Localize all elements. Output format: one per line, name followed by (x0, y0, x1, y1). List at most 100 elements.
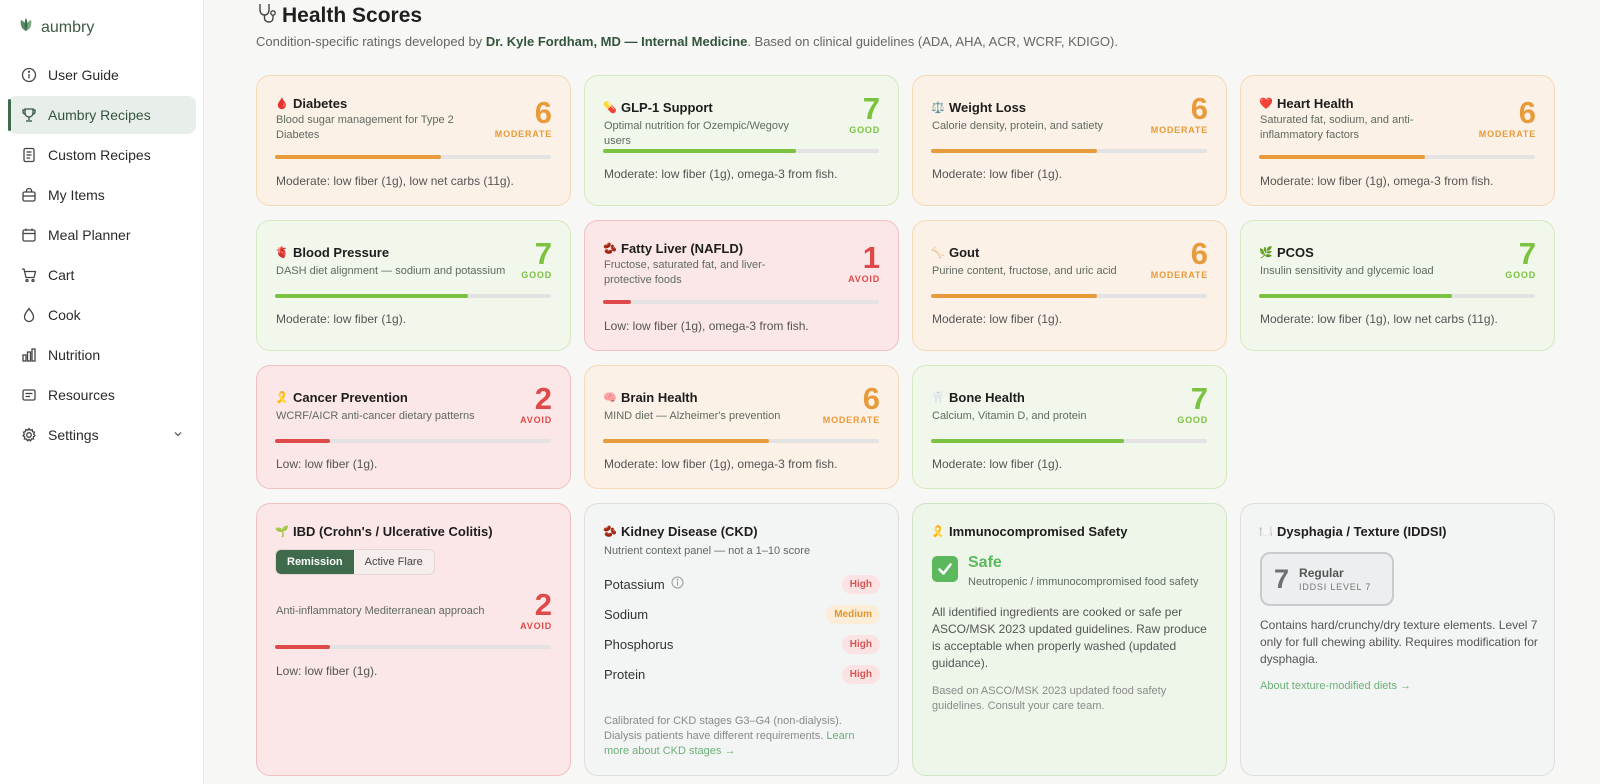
score-bar-fill (603, 439, 769, 443)
score-rating: GOOD (849, 125, 880, 135)
score-card-ibd[interactable]: 🌱 IBD (Crohn's / Ulcerative Colitis) Remi… (256, 503, 571, 776)
sidebar-item-label: Aumbry Recipes (48, 107, 151, 123)
score-card-heart-health[interactable]: ❤️ Heart Health Saturated fat, sodium, an… (1240, 75, 1555, 206)
card-description: Calorie density, protein, and satiety (932, 120, 1103, 132)
score-bar-fill (931, 294, 1097, 298)
score-rating: MODERATE (822, 415, 880, 425)
card-title: 🧠 Brain Health (603, 390, 698, 405)
score-bar (275, 645, 551, 649)
score-value: 6 MODERATE (810, 383, 880, 426)
score-rating: AVOID (520, 621, 552, 631)
page-subtitle: Condition-specific ratings developed by … (256, 34, 1118, 49)
score-bar-fill (275, 439, 331, 443)
score-number: 2 (534, 381, 552, 416)
subtitle-author: Dr. Kyle Fordham, MD — Internal Medicine (485, 34, 748, 49)
page-title-text: Health Scores (282, 4, 423, 27)
chevron-down-icon[interactable] (172, 427, 184, 443)
card-title-text: PCOS (1277, 245, 1314, 260)
card-description: Nutrient context panel — not a 1–10 scor… (604, 545, 811, 557)
score-card-blood-pressure[interactable]: 🫀 Blood Pressure DASH diet alignment — so… (256, 220, 571, 351)
card-description: Insulin sensitivity and glycemic load (1260, 265, 1434, 277)
card-title-text: Kidney Disease (CKD) (621, 524, 758, 539)
card-description: MIND diet — Alzheimer's prevention (604, 410, 781, 422)
blood-drop-icon: 🩸 (275, 98, 289, 110)
score-rating: GOOD (1177, 415, 1208, 425)
sidebar-item-meal-planner[interactable]: Meal Planner (8, 216, 196, 254)
toggle-active-flare[interactable]: Active Flare (364, 556, 423, 568)
sidebar: aumbry User Guide Aumbry Recipes Custom … (0, 0, 204, 784)
brand[interactable]: aumbry (18, 17, 94, 38)
sidebar-item-cart[interactable]: Cart (8, 256, 196, 294)
score-bar (275, 294, 551, 298)
card-note: Moderate: low fiber (1g), omega-3 from f… (604, 457, 838, 471)
score-bar (603, 439, 879, 443)
page-title: Health Scores (256, 2, 422, 30)
card-title-text: Fatty Liver (NAFLD) (621, 241, 744, 256)
score-card-bone-health[interactable]: 🦷 Bone Health Calcium, Vitamin D, and pro… (912, 365, 1227, 489)
card-note: Low: low fiber (1g), omega-3 from fish. (604, 319, 809, 333)
ckd-row-protein: Protein High (604, 664, 880, 684)
heart-organ-icon: 🫀 (275, 247, 289, 259)
score-card-gout[interactable]: 🦴 Gout Purine content, fructose, and uric… (912, 220, 1227, 351)
score-card-diabetes[interactable]: 🩸 Diabetes Blood sugar management for Typ… (256, 75, 571, 206)
card-title-text: Dysphagia / Texture (IDDSI) (1277, 524, 1447, 539)
score-number: 6 (534, 95, 552, 130)
sprout-icon: 🌱 (275, 526, 289, 538)
card-title: 🦴 Gout (931, 245, 979, 260)
sidebar-item-aumbry-recipes[interactable]: Aumbry Recipes (8, 96, 196, 134)
texture-diets-link[interactable]: About texture-modified diets → (1260, 680, 1412, 692)
toggle-remission[interactable]: Remission (276, 550, 354, 574)
score-card-glp1[interactable]: 💊 GLP-1 Support Optimal nutrition for Oze… (584, 75, 899, 206)
card-note: Moderate: low fiber (1g). (932, 167, 1063, 181)
sidebar-item-resources[interactable]: Resources (8, 376, 196, 414)
nutrient-name: Phosphorus (604, 636, 674, 652)
score-bar-fill (1259, 294, 1453, 298)
score-card-cancer-prevention[interactable]: 🎗️ Cancer Prevention WCRF/AICR anti-cance… (256, 365, 571, 489)
pill-icon: 💊 (603, 102, 617, 114)
card-title-text: Diabetes (293, 96, 348, 111)
score-value: 7 GOOD (1466, 238, 1536, 281)
score-rating: AVOID (848, 274, 880, 284)
dysphagia-panel: 🍽️ Dysphagia / Texture (IDDSI) 7 Regular … (1240, 503, 1555, 776)
score-rating: MODERATE (1150, 125, 1208, 135)
card-title-text: Blood Pressure (293, 245, 390, 260)
card-note: Moderate: low fiber (1g), omega-3 from f… (1260, 174, 1494, 188)
card-note: Moderate: low fiber (1g). (932, 457, 1063, 471)
card-description: Purine content, fructose, and uric acid (932, 265, 1117, 277)
card-title-text: GLP-1 Support (621, 100, 713, 115)
sidebar-item-user-guide[interactable]: User Guide (8, 56, 196, 94)
info-icon[interactable] (671, 576, 684, 592)
immunocompromised-panel: 🎗️ Immunocompromised Safety Safe Neutrope… (912, 503, 1227, 776)
score-rating: MODERATE (1150, 270, 1208, 280)
sidebar-item-custom-recipes[interactable]: Custom Recipes (8, 136, 196, 174)
card-title: ⚖️ Weight Loss (931, 100, 1026, 115)
score-card-brain-health[interactable]: 🧠 Brain Health MIND diet — Alzheimer's pr… (584, 365, 899, 489)
sidebar-item-nutrition[interactable]: Nutrition (8, 336, 196, 374)
card-title: ❤️ Heart Health (1259, 96, 1354, 111)
card-note: Moderate: low fiber (1g), low net carbs … (276, 174, 514, 188)
level-badge: High (841, 634, 880, 654)
score-number: 6 (1518, 95, 1536, 130)
sidebar-item-settings[interactable]: Settings (8, 416, 196, 454)
card-title-text: Immunocompromised Safety (949, 524, 1128, 539)
score-rating: AVOID (520, 415, 552, 425)
card-title: 🌿 PCOS (1259, 245, 1314, 260)
card-title: 🍽️ Dysphagia / Texture (IDDSI) (1259, 524, 1447, 539)
score-bar-fill (275, 645, 331, 649)
score-card-fatty-liver[interactable]: 🫘 Fatty Liver (NAFLD) Fructose, saturated… (584, 220, 899, 351)
score-bar (275, 155, 551, 159)
level-badge: High (841, 664, 880, 684)
sidebar-item-cook[interactable]: Cook (8, 296, 196, 334)
card-title-text: IBD (Crohn's / Ulcerative Colitis) (293, 524, 493, 539)
nutrient-name: Sodium (604, 606, 649, 622)
sidebar-item-label: Cook (48, 307, 81, 323)
card-description: Saturated fat, sodium, and anti-inflamma… (1260, 114, 1414, 141)
score-card-weight-loss[interactable]: ⚖️ Weight Loss Calorie density, protein, … (912, 75, 1227, 206)
ckd-row-phosphorus: Phosphorus High (604, 634, 880, 654)
cart-icon (20, 267, 37, 284)
ckd-learn-more-link[interactable]: Learn more about CKD stages → (604, 730, 855, 757)
brain-icon: 🧠 (603, 392, 617, 404)
sidebar-item-my-items[interactable]: My Items (8, 176, 196, 214)
score-card-pcos[interactable]: 🌿 PCOS Insulin sensitivity and glycemic l… (1240, 220, 1555, 351)
card-note: Moderate: low fiber (1g). (932, 312, 1063, 326)
